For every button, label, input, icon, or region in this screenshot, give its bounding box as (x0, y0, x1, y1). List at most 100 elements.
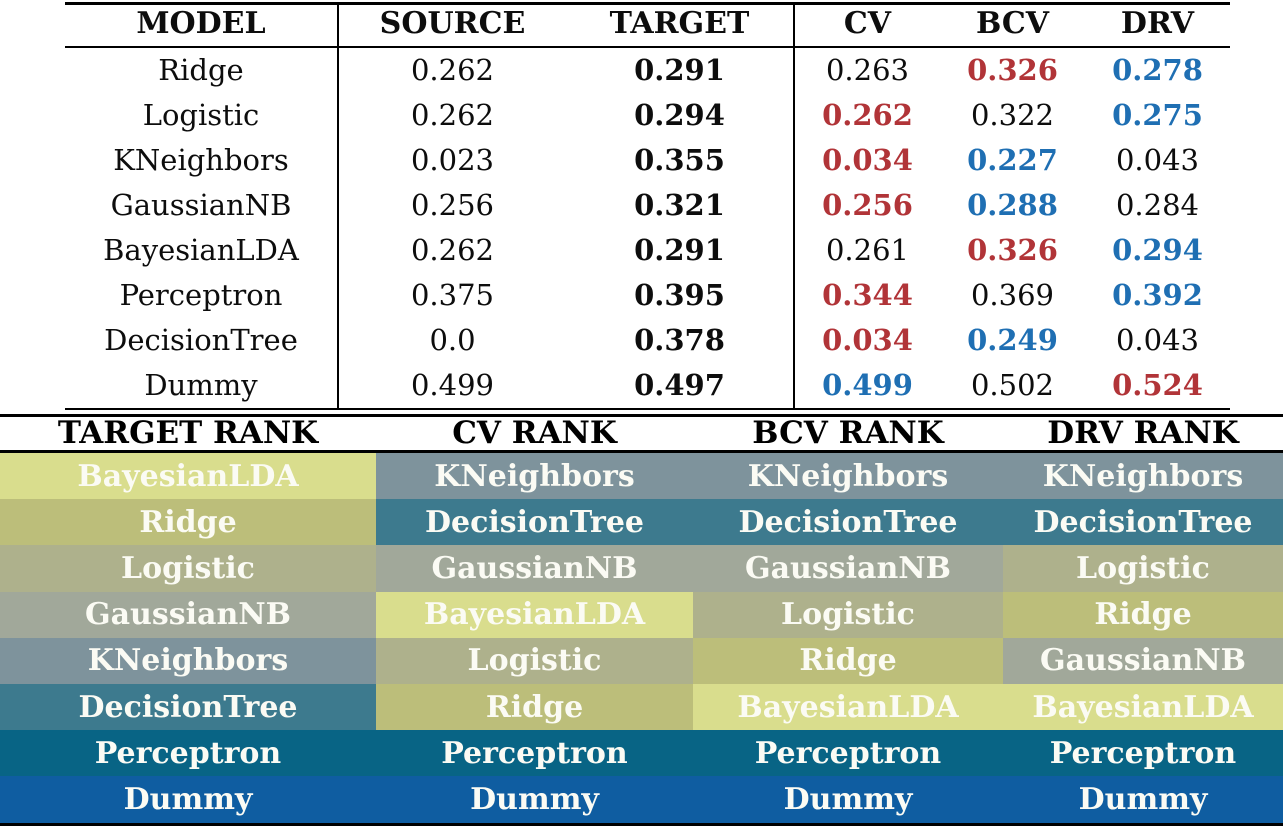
cell-cv: 0.034 (822, 323, 913, 357)
metrics-row: Dummy 0.499 0.497 0.499 0.502 0.524 (65, 363, 1230, 408)
cell-bcv: 0.502 (970, 368, 1055, 402)
rank-cell: Perceptron (376, 730, 693, 777)
col-header-model: MODEL (65, 5, 339, 46)
cell-model: BayesianLDA (65, 228, 339, 273)
cell-drv: 0.524 (1112, 368, 1203, 402)
metrics-row: DecisionTree 0.0 0.378 0.034 0.249 0.043 (65, 318, 1230, 363)
cell-cv: 0.344 (822, 278, 913, 312)
cell-target: 0.395 (566, 273, 795, 318)
cell-bcv: 0.288 (967, 188, 1058, 222)
rank-cell: Perceptron (693, 730, 1003, 777)
rank-cell: Logistic (693, 591, 1003, 638)
cell-cv: 0.034 (822, 143, 913, 177)
cell-drv: 0.392 (1112, 278, 1203, 312)
cell-drv: 0.275 (1112, 98, 1203, 132)
cell-source: 0.262 (410, 53, 495, 87)
cell-source: 0.375 (410, 278, 495, 312)
cell-source: 0.0 (429, 323, 476, 357)
rank-cell: DecisionTree (376, 499, 693, 546)
rank-col-header-1: CV RANK (452, 415, 617, 451)
rank-cell: Logistic (1003, 545, 1283, 592)
rank-cell: KNeighbors (0, 637, 376, 684)
metrics-row: KNeighbors 0.023 0.355 0.034 0.227 0.043 (65, 138, 1230, 183)
rank-cell: BayesianLDA (376, 591, 693, 638)
metrics-row: Logistic 0.262 0.294 0.262 0.322 0.275 (65, 93, 1230, 138)
rank-row: GaussianNB BayesianLDA Logistic Ridge (0, 591, 1283, 638)
rank-cell: Ridge (0, 499, 376, 546)
rank-col-header-3: DRV RANK (1047, 415, 1239, 451)
rank-cell: DecisionTree (1003, 499, 1283, 546)
rank-row: Perceptron Perceptron Perceptron Perceptron (0, 730, 1283, 777)
cell-source: 0.499 (410, 368, 495, 402)
cell-source: 0.256 (410, 188, 495, 222)
bottom-rule-thin (65, 408, 1230, 410)
rank-cell: Ridge (1003, 591, 1283, 638)
rank-cell: GaussianNB (376, 545, 693, 592)
cell-model: Perceptron (65, 273, 339, 318)
rank-cell: BayesianLDA (693, 683, 1003, 731)
col-header-source: SOURCE (379, 6, 526, 41)
cell-drv: 0.043 (1115, 143, 1200, 177)
cell-target: 0.321 (566, 183, 795, 228)
rank-cell: DecisionTree (693, 499, 1003, 546)
rank-header-bottom-rule (0, 450, 1283, 453)
cell-model: Logistic (65, 93, 339, 138)
rank-cell: DecisionTree (0, 683, 376, 731)
rank-cell: Dummy (1003, 776, 1283, 823)
rank-cell: Logistic (376, 637, 693, 684)
cell-cv: 0.256 (822, 188, 913, 222)
rank-header-row: TARGET RANK CV RANK BCV RANK DRV RANK (0, 417, 1283, 450)
rank-cell: BayesianLDA (1003, 683, 1283, 731)
rank-rows: BayesianLDA KNeighbors KNeighbors KNeighbor… (0, 453, 1283, 823)
rank-cell: Logistic (0, 545, 376, 592)
cell-cv: 0.499 (822, 368, 913, 402)
cell-model: Ridge (65, 48, 339, 93)
rank-cell: BayesianLDA (0, 453, 376, 500)
cell-model: GaussianNB (65, 183, 339, 228)
rank-cell: GaussianNB (1003, 637, 1283, 684)
rank-row: BayesianLDA KNeighbors KNeighbors KNeighbor… (0, 453, 1283, 500)
rank-row: DecisionTree Ridge BayesianLDA BayesianLDA (0, 683, 1283, 731)
rank-row: Logistic GaussianNB GaussianNB Logistic (0, 545, 1283, 592)
cell-target: 0.291 (566, 228, 795, 273)
cell-bcv: 0.369 (970, 278, 1055, 312)
rank-col-header-2: BCV RANK (752, 415, 944, 451)
cell-source: 0.023 (410, 143, 495, 177)
rank-cell: Dummy (693, 776, 1003, 823)
rank-table-bottom-rule (0, 822, 1283, 826)
metrics-row: GaussianNB 0.256 0.321 0.256 0.288 0.284 (65, 183, 1230, 228)
col-header-drv: DRV (1120, 6, 1195, 41)
col-header-target: TARGET (566, 5, 795, 46)
cell-target: 0.378 (566, 318, 795, 363)
rank-cell: Ridge (376, 683, 693, 731)
cell-bcv: 0.326 (967, 233, 1058, 267)
metrics-header-row: MODEL SOURCE TARGET CV BCV DRV (65, 5, 1230, 48)
metrics-rows: Ridge 0.262 0.291 0.263 0.326 0.278 Logistic 0.… (65, 48, 1230, 408)
rank-cell: KNeighbors (376, 453, 693, 500)
rank-row: Dummy Dummy Dummy Dummy (0, 776, 1283, 823)
cell-target: 0.294 (566, 93, 795, 138)
cell-model: DecisionTree (65, 318, 339, 363)
rank-cell: KNeighbors (1003, 453, 1283, 500)
cell-target: 0.497 (566, 363, 795, 408)
rank-cell: GaussianNB (0, 591, 376, 638)
rank-cell: Perceptron (1003, 730, 1283, 777)
cell-cv: 0.262 (822, 98, 913, 132)
cell-cv: 0.261 (825, 233, 910, 267)
rank-row: Ridge DecisionTree DecisionTree DecisionTre… (0, 499, 1283, 546)
cell-drv: 0.043 (1115, 323, 1200, 357)
rank-cell: KNeighbors (693, 453, 1003, 500)
rank-col-header-0: TARGET RANK (57, 415, 319, 451)
rank-cell: Ridge (693, 637, 1003, 684)
cell-target: 0.355 (566, 138, 795, 183)
cell-drv: 0.278 (1112, 53, 1203, 87)
cell-bcv: 0.326 (967, 53, 1058, 87)
rank-row: KNeighbors Logistic Ridge GaussianNB (0, 637, 1283, 684)
cell-target: 0.291 (566, 48, 795, 93)
col-header-cv: CV (843, 6, 892, 41)
rank-cell: GaussianNB (693, 545, 1003, 592)
rank-table-top-rule (0, 414, 1283, 417)
rank-table: TARGET RANK CV RANK BCV RANK DRV RANK Bayes… (0, 414, 1283, 826)
rank-cell: Perceptron (0, 730, 376, 777)
